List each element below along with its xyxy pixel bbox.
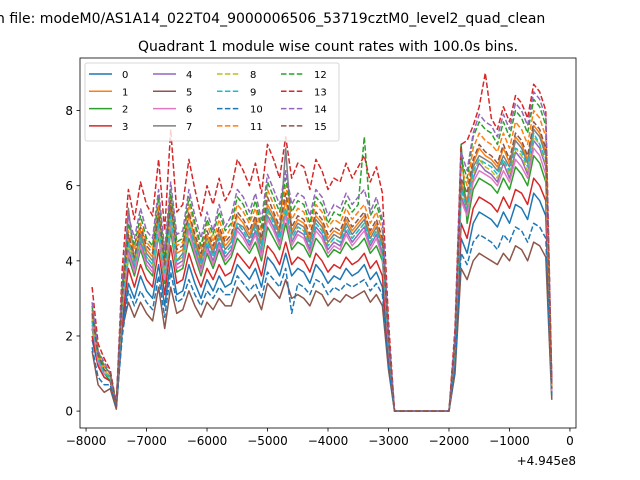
series-line-6 bbox=[91, 147, 553, 412]
legend-label-2: 2 bbox=[122, 105, 128, 116]
series-line-14 bbox=[91, 91, 553, 412]
legend-label-14: 14 bbox=[314, 105, 327, 116]
series-line-0 bbox=[91, 192, 553, 412]
y-tick-label: 2 bbox=[65, 329, 73, 343]
x-tick-label: −6000 bbox=[187, 434, 228, 448]
x-tick-label: 0 bbox=[566, 434, 574, 448]
legend-label-13: 13 bbox=[314, 87, 327, 98]
series-lines bbox=[91, 72, 553, 412]
series-line-5 bbox=[91, 241, 553, 412]
legend-label-12: 12 bbox=[314, 70, 327, 81]
legend-label-1: 1 bbox=[122, 87, 128, 98]
legend-label-11: 11 bbox=[250, 122, 263, 133]
legend-label-4: 4 bbox=[186, 70, 192, 81]
x-tick-label: −7000 bbox=[126, 434, 167, 448]
y-tick-label: 0 bbox=[65, 405, 73, 419]
legend-label-7: 7 bbox=[186, 122, 192, 133]
x-tick-label: −8000 bbox=[66, 434, 107, 448]
series-line-10 bbox=[91, 222, 553, 412]
legend-label-10: 10 bbox=[250, 105, 263, 116]
y-tick-label: 6 bbox=[65, 179, 73, 193]
legend-label-5: 5 bbox=[186, 87, 192, 98]
y-tick-label: 8 bbox=[65, 104, 73, 118]
series-line-3 bbox=[91, 177, 553, 412]
x-tick-label: −3000 bbox=[368, 434, 409, 448]
y-tick-label: 4 bbox=[65, 254, 73, 268]
legend-label-3: 3 bbox=[122, 122, 128, 133]
legend-label-6: 6 bbox=[186, 105, 192, 116]
axes-title: Quadrant 1 module wise count rates with … bbox=[138, 39, 518, 55]
series-line-13 bbox=[91, 72, 553, 412]
x-axis-offset-label: +4.945e8 bbox=[517, 454, 576, 468]
legend-frame bbox=[84, 62, 340, 142]
figure-suptitle: n file: modeM0/AS1A14_022T04_9000006506_… bbox=[0, 11, 545, 27]
x-tick-label: −1000 bbox=[489, 434, 530, 448]
x-axis: −8000 −7000 −6000 −5000 −4000 −3000 −2000 −1000… bbox=[66, 428, 574, 448]
x-tick-label: −4000 bbox=[308, 434, 349, 448]
legend-label-8: 8 bbox=[250, 70, 256, 81]
legend-label-0: 0 bbox=[122, 70, 128, 81]
series-line-12 bbox=[91, 98, 553, 412]
legend-label-9: 9 bbox=[250, 87, 256, 98]
x-tick-label: −5000 bbox=[247, 434, 288, 448]
legend-label-15: 15 bbox=[314, 122, 327, 133]
series-line-9 bbox=[91, 132, 553, 412]
series-line-15 bbox=[91, 121, 553, 412]
y-axis: 0 2 4 6 8 bbox=[65, 104, 80, 419]
x-tick-label: −2000 bbox=[429, 434, 470, 448]
